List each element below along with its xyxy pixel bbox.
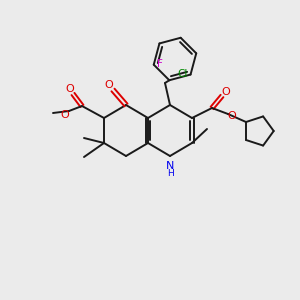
Text: F: F bbox=[157, 59, 163, 69]
Text: Cl: Cl bbox=[177, 69, 188, 79]
Text: O: O bbox=[228, 111, 236, 121]
Text: N: N bbox=[166, 161, 174, 171]
Text: H: H bbox=[167, 169, 173, 178]
Text: O: O bbox=[66, 84, 74, 94]
Text: O: O bbox=[61, 110, 69, 120]
Text: O: O bbox=[105, 80, 113, 90]
Text: O: O bbox=[222, 87, 230, 97]
